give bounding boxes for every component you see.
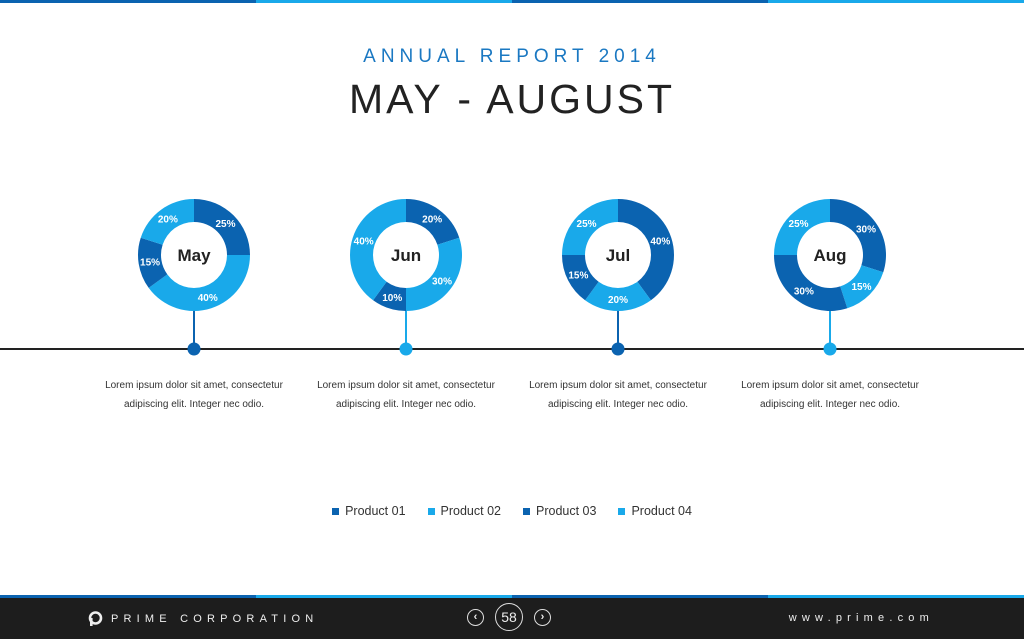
brand: PRIME CORPORATION xyxy=(88,611,318,626)
bottom-accent-strip xyxy=(0,595,1024,598)
chevron-right-icon[interactable]: › xyxy=(534,608,551,626)
donut-slice-jun-2 xyxy=(406,237,462,311)
page-number: 58 xyxy=(495,603,523,631)
description-may: Lorem ipsum dolor sit amet, consectetur … xyxy=(105,380,283,410)
donut-slice-may-1 xyxy=(194,199,250,255)
slice-label-aug-4: 25% xyxy=(789,219,809,230)
month-label-aug: Aug xyxy=(813,246,846,265)
report-subtitle: ANNUAL REPORT 2014 xyxy=(363,46,661,67)
slice-label-may-3: 15% xyxy=(140,257,160,268)
legend-item-product-04: Product 04 xyxy=(618,504,692,518)
donut-timeline-chart: 25% 40% 15% 20% May 20% 30% 10% 40% Jun 40% 20% 15% 2… xyxy=(0,199,1024,356)
top-accent-strip xyxy=(0,0,1024,3)
slice-label-jun-1: 20% xyxy=(422,214,442,225)
month-label-jun: Jun xyxy=(391,246,421,265)
donut-slice-jun-1 xyxy=(406,199,460,245)
legend-label: Product 02 xyxy=(440,504,501,518)
donut-slice-jul-1 xyxy=(618,199,674,301)
slice-label-may-4: 20% xyxy=(158,214,178,225)
slice-label-aug-2: 15% xyxy=(851,282,871,293)
website-url[interactable]: www.prime.com xyxy=(788,612,934,624)
slice-label-aug-3: 30% xyxy=(794,287,814,298)
donut-slice-aug-2 xyxy=(840,265,884,309)
donut-slice-jun-3 xyxy=(373,281,406,311)
legend-label: Product 04 xyxy=(631,504,692,518)
company-name: PRIME CORPORATION xyxy=(111,612,319,625)
month-label-may: May xyxy=(177,246,211,265)
donut-slice-jun-4 xyxy=(350,199,406,301)
slice-label-jul-4: 25% xyxy=(577,219,597,230)
legend-label: Product 01 xyxy=(345,504,406,518)
description-jun: Lorem ipsum dolor sit amet, consectetur … xyxy=(317,380,495,410)
legend-swatch xyxy=(427,507,435,515)
donut-slice-jul-4 xyxy=(562,199,618,255)
legend-item-product-03: Product 03 xyxy=(523,504,596,518)
timeline-marker-may xyxy=(187,342,201,356)
footer: PRIME CORPORATION ‹ 58 › www.prime.com xyxy=(0,598,1024,639)
donut-slice-aug-4 xyxy=(774,199,830,255)
legend-item-product-02: Product 02 xyxy=(427,504,501,518)
donut-slice-aug-1 xyxy=(830,199,886,273)
timeline-marker-aug xyxy=(823,342,837,356)
donut-slice-may-3 xyxy=(137,237,168,288)
page-title: MAY - AUGUST xyxy=(348,76,676,122)
legend-swatch xyxy=(332,507,340,515)
donut-slice-aug-3 xyxy=(774,255,848,311)
description-jul: Lorem ipsum dolor sit amet, consectetur … xyxy=(529,380,707,410)
legend-item-product-01: Product 01 xyxy=(332,504,406,518)
slice-label-jul-2: 20% xyxy=(608,295,628,306)
slice-label-jun-2: 30% xyxy=(432,277,452,288)
month-label-jul: Jul xyxy=(606,246,631,265)
prime-logo-icon xyxy=(88,611,103,626)
donut-slice-jul-3 xyxy=(562,255,599,301)
description-aug: Lorem ipsum dolor sit amet, consectetur … xyxy=(741,380,919,410)
slice-label-jun-3: 10% xyxy=(382,293,402,304)
slice-label-jul-1: 40% xyxy=(650,237,670,248)
slice-label-may-2: 40% xyxy=(198,293,218,304)
legend-swatch xyxy=(523,507,530,515)
slice-label-may-1: 25% xyxy=(215,219,235,230)
chevron-left-icon[interactable]: ‹ xyxy=(467,608,484,626)
slice-label-jun-4: 40% xyxy=(354,237,374,248)
pagination: ‹ 58 › xyxy=(467,603,551,631)
chart-legend: Product 01 Product 02 Product 03 Product… xyxy=(0,504,1024,518)
slice-label-aug-1: 30% xyxy=(856,224,876,235)
legend-swatch xyxy=(618,507,626,515)
legend-label: Product 03 xyxy=(536,504,597,518)
donut-slice-may-2 xyxy=(148,255,250,312)
donut-slice-may-4 xyxy=(140,199,194,245)
slice-label-jul-3: 15% xyxy=(568,271,588,282)
timeline-marker-jul xyxy=(611,342,625,356)
timeline-marker-jun xyxy=(399,342,413,356)
donut-slice-jul-2 xyxy=(585,281,651,312)
